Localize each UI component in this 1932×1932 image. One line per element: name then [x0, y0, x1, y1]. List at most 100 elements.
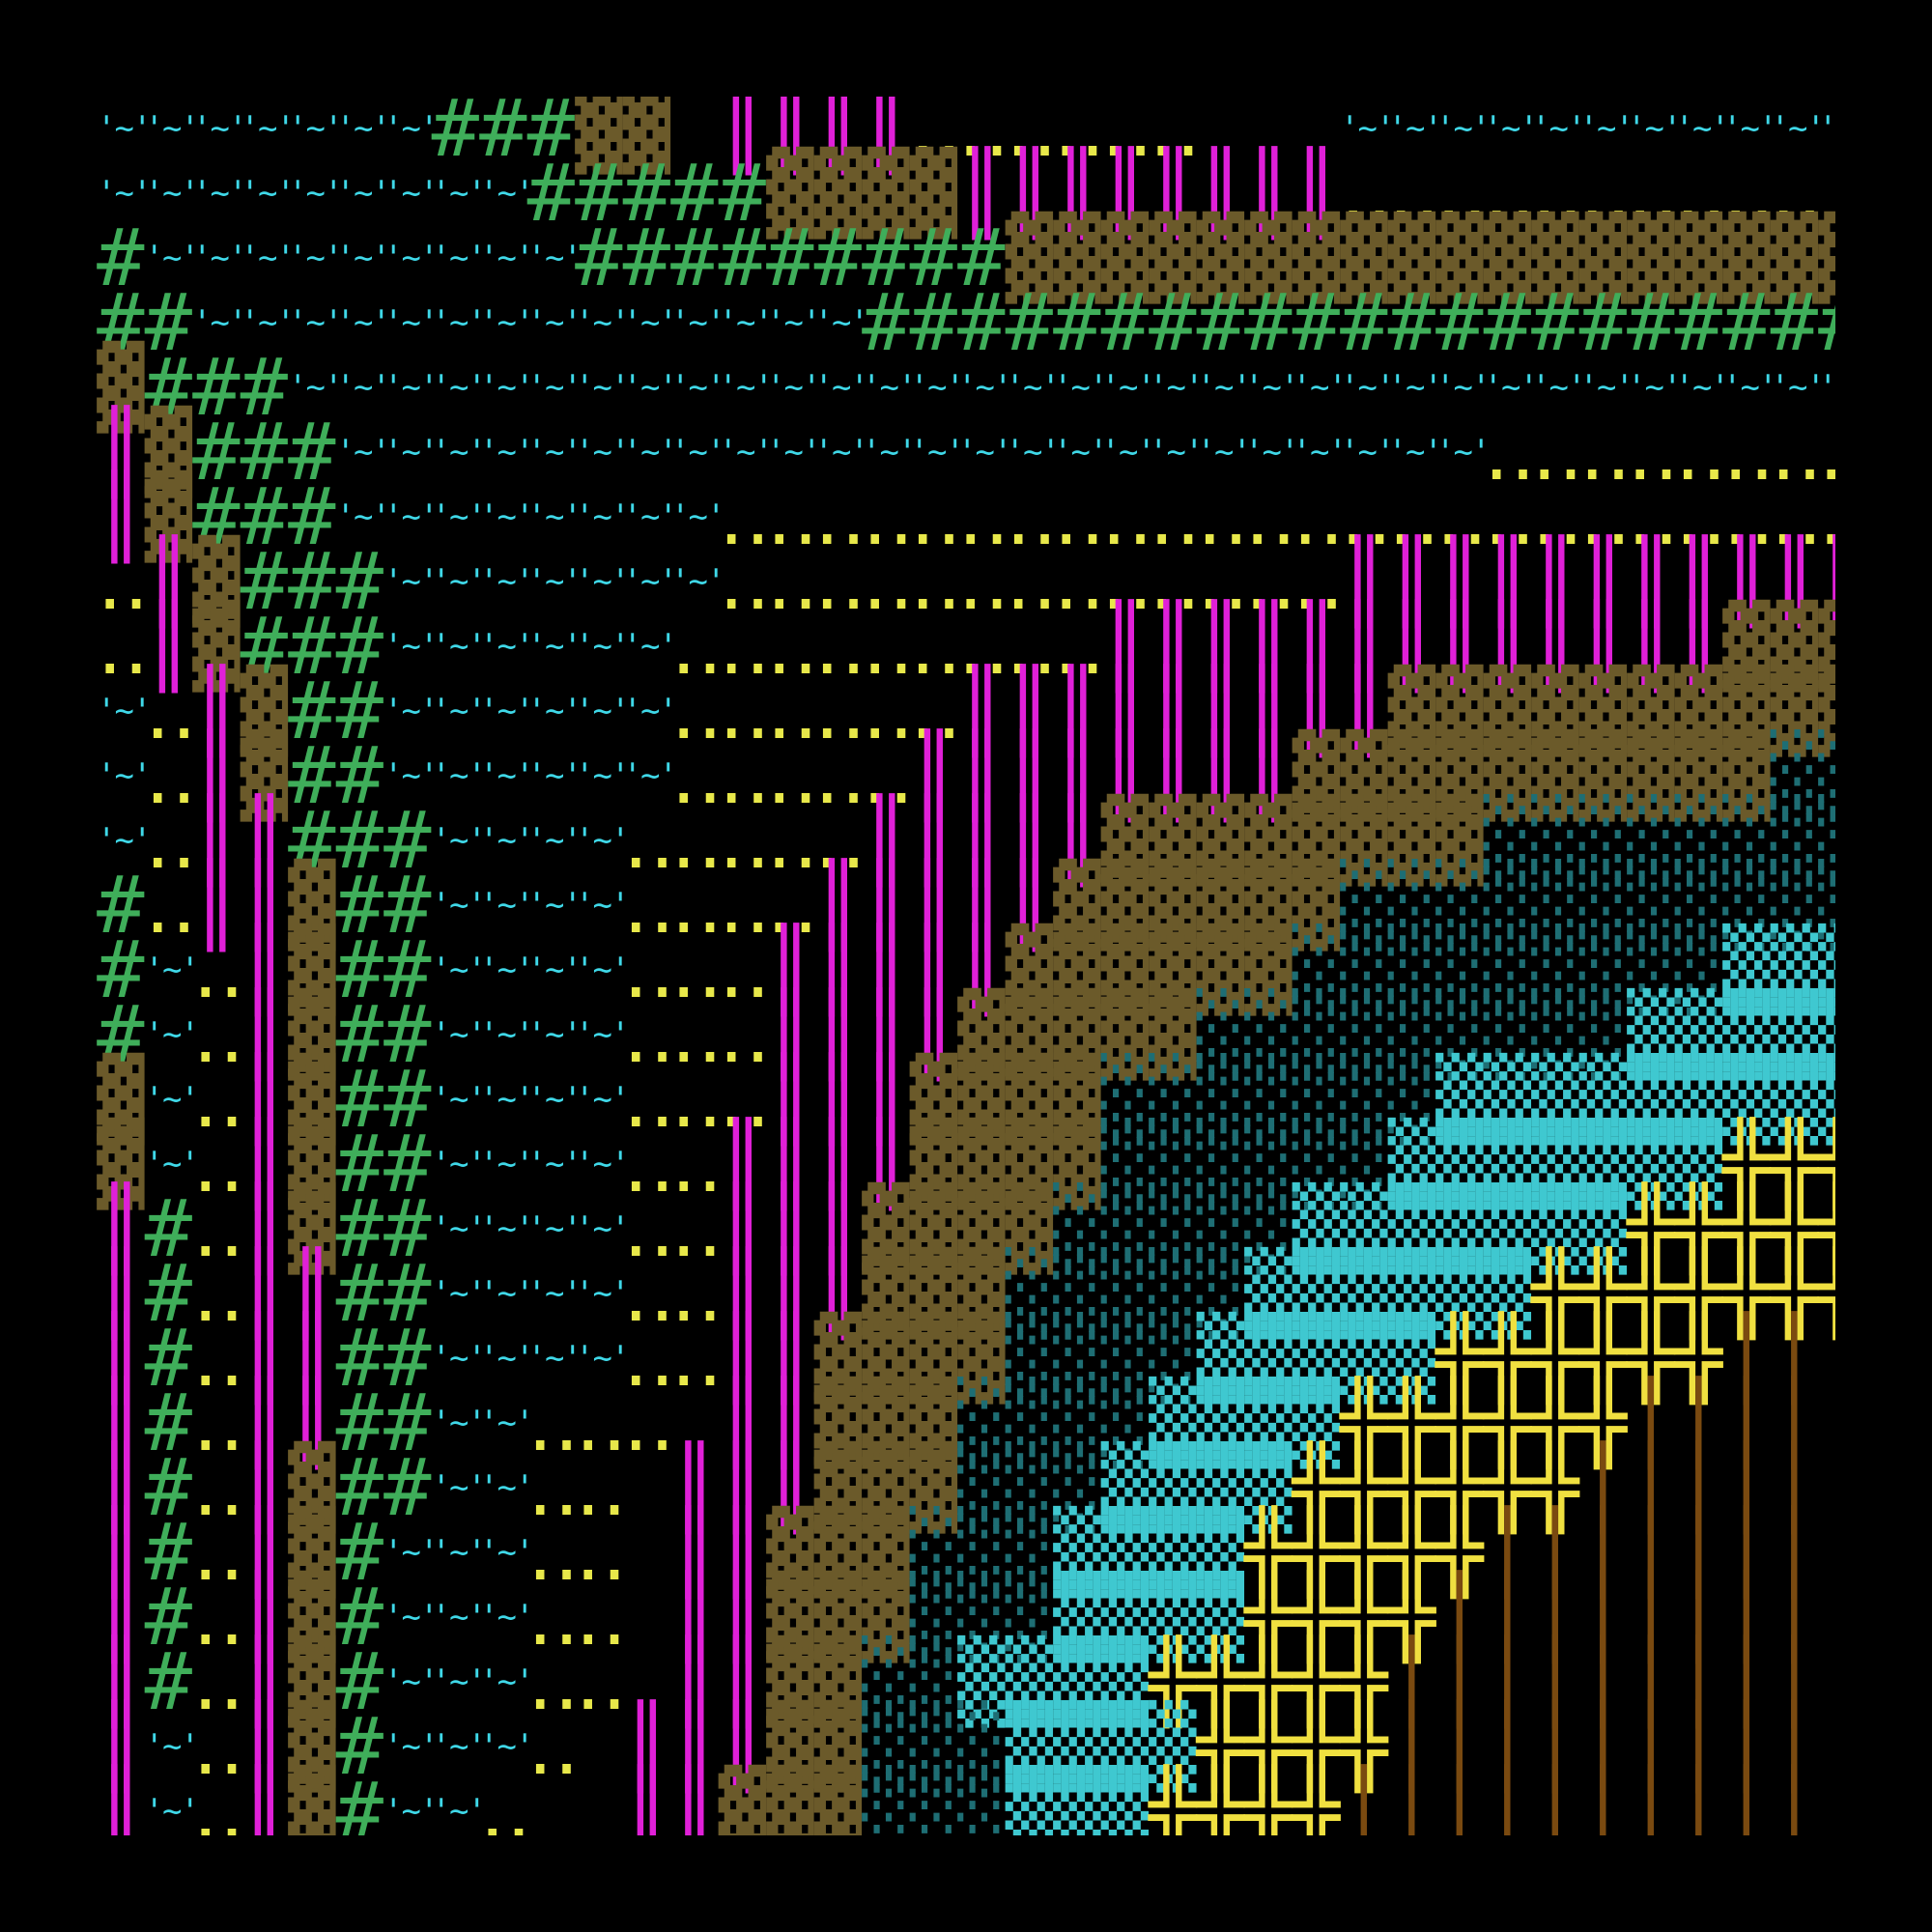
fence-tile: ╬	[1818, 1255, 1835, 1334]
grass-tile: #	[288, 666, 336, 757]
wood-tile: │	[1722, 1313, 1771, 1405]
grass-tile: #	[288, 407, 336, 498]
wood-tile: │	[1674, 1766, 1722, 1836]
water-tile: '~'	[862, 433, 917, 471]
rock-tile: ▓	[1053, 1119, 1101, 1210]
grass-tile: #	[1722, 277, 1771, 369]
map-row: ‥║▓###'~''~''~''~''~''~'‥‥‥‥‥‥‥‥‥║║║║║║║…	[97, 601, 1835, 693]
wall-tile: ║	[97, 1766, 145, 1836]
grass-tile: #	[1483, 277, 1531, 369]
water-tile: '~'	[97, 109, 152, 148]
wall-tile: ║	[1722, 536, 1771, 628]
fence-tile: ╬	[1340, 1636, 1388, 1728]
water-tile: '~'	[144, 109, 200, 148]
water-tile: '~'	[1770, 368, 1826, 407]
water-tile: '~'	[526, 1145, 582, 1183]
wall-tile: ║	[670, 1572, 719, 1663]
rock-tile: ▓	[1770, 666, 1818, 757]
water-tile: '~'	[479, 497, 534, 536]
map-viewport[interactable]: '~''~''~''~''~''~''~'###▓▓ ║║║║‥‥‥‥‥‥ '~…	[97, 97, 1835, 1835]
rock-tile: ▓	[1818, 219, 1835, 298]
shallow-tile: ░	[1292, 924, 1340, 1016]
water-tile: '~'	[718, 368, 774, 407]
wall-tile: ║	[1292, 148, 1340, 240]
sand-tile: ‥	[813, 730, 867, 822]
shallow-tile: ░	[1627, 860, 1675, 952]
wall-tile: ║	[1053, 666, 1101, 757]
grass-tile: #	[144, 342, 192, 434]
shallow-tile: ░	[1196, 1119, 1244, 1210]
shallow-tile: ░	[1196, 1248, 1244, 1340]
grass-tile: #	[1196, 277, 1244, 369]
shallow-tile: ░	[1053, 1313, 1101, 1405]
water-tile: '~'	[144, 1080, 200, 1119]
grass-tile: #	[1244, 277, 1293, 369]
shallow-tile: ░	[1340, 989, 1388, 1081]
rock-tile: ▓	[288, 1636, 336, 1728]
sand-tile: ‥	[192, 1636, 245, 1728]
fence-tile: ╬	[1292, 1701, 1340, 1793]
rock-tile: ▓	[1770, 601, 1818, 693]
grass-tile: #	[288, 730, 336, 822]
wall-tile: ║	[1483, 536, 1531, 628]
shallow-tile: ░	[1387, 1054, 1435, 1146]
rock-tile: ▓	[1387, 213, 1435, 304]
water-tile: '~'	[431, 821, 487, 860]
wood-tile: │	[1674, 1701, 1722, 1793]
water-tile: '~'	[335, 109, 391, 148]
sand-tile: ‥	[575, 1378, 628, 1469]
fence-tile: ╬	[1531, 1378, 1579, 1469]
fence-tile: ╬	[1340, 1701, 1388, 1793]
water-tile: '~'	[384, 627, 439, 666]
wall-tile: ║	[1149, 666, 1197, 757]
wall-tile: ║	[97, 1378, 145, 1469]
sand-tile: ‥	[670, 666, 724, 757]
fence-tile: ╬	[1435, 1378, 1484, 1469]
sand-tile: ‥	[1053, 471, 1106, 563]
fence-tile: ╬	[1292, 1766, 1340, 1836]
water-tile: '~'	[1292, 368, 1348, 407]
shallow-tile: ░	[1340, 1119, 1388, 1210]
rock-tile: ▓	[1722, 213, 1771, 304]
wall-tile: ║	[670, 1507, 719, 1599]
water-tile: '~'	[1627, 368, 1682, 407]
grass-tile: #	[1818, 284, 1835, 363]
rock-tile: ▓	[1100, 795, 1149, 887]
rock-tile: ▓	[1149, 989, 1197, 1081]
rock-tile: ▓	[1100, 213, 1149, 304]
wall-tile: ║	[144, 601, 192, 693]
fence-tile: ╬	[1196, 1766, 1244, 1836]
grass-tile: #	[97, 277, 145, 369]
wall-tile: ║	[766, 1183, 814, 1275]
sand-tile: ‥	[957, 601, 1010, 693]
water-tile: '~'	[526, 562, 582, 601]
marsh-tile: ▒	[1531, 1054, 1579, 1146]
water-tile: '~'	[479, 174, 534, 213]
rock-tile: ▓	[1244, 795, 1293, 887]
water-tile: '~'	[1196, 433, 1252, 471]
fence-tile: ╬	[1196, 1636, 1244, 1728]
wood-tile: │	[1531, 1701, 1579, 1793]
rock-tile: ▓	[1722, 666, 1771, 757]
rock-tile: ▓	[862, 1507, 910, 1599]
wall-tile: ║	[718, 1378, 766, 1469]
rock-tile: ▓	[288, 1572, 336, 1663]
rock-tile: ▓	[957, 1248, 1006, 1340]
sand-tile: ‥	[766, 666, 819, 757]
fence-tile: ╬	[1244, 1766, 1293, 1836]
wall-tile: ║	[240, 1119, 288, 1210]
grass-tile: #	[144, 1442, 192, 1534]
wall-tile: ║	[97, 1701, 145, 1793]
water-tile: '~'	[1578, 368, 1634, 407]
shallow-tile: ░	[1005, 1507, 1053, 1599]
wall-tile: ║	[909, 860, 957, 952]
map-row: ║▓###'~''~''~''~''~''~''~''~'‥‥‥‥‥‥‥‥‥‥‥…	[97, 471, 1835, 563]
sand-tile: ‥	[192, 1701, 245, 1793]
wall-tile: ║	[1100, 666, 1149, 757]
fence-tile: ╬	[1627, 1183, 1675, 1275]
grass-tile: #	[909, 213, 957, 304]
water-tile: '~'	[384, 109, 439, 148]
wood-tile: │	[1770, 1572, 1818, 1663]
water-tile: '~'	[479, 886, 534, 924]
fence-tile: ╬	[1244, 1507, 1293, 1599]
